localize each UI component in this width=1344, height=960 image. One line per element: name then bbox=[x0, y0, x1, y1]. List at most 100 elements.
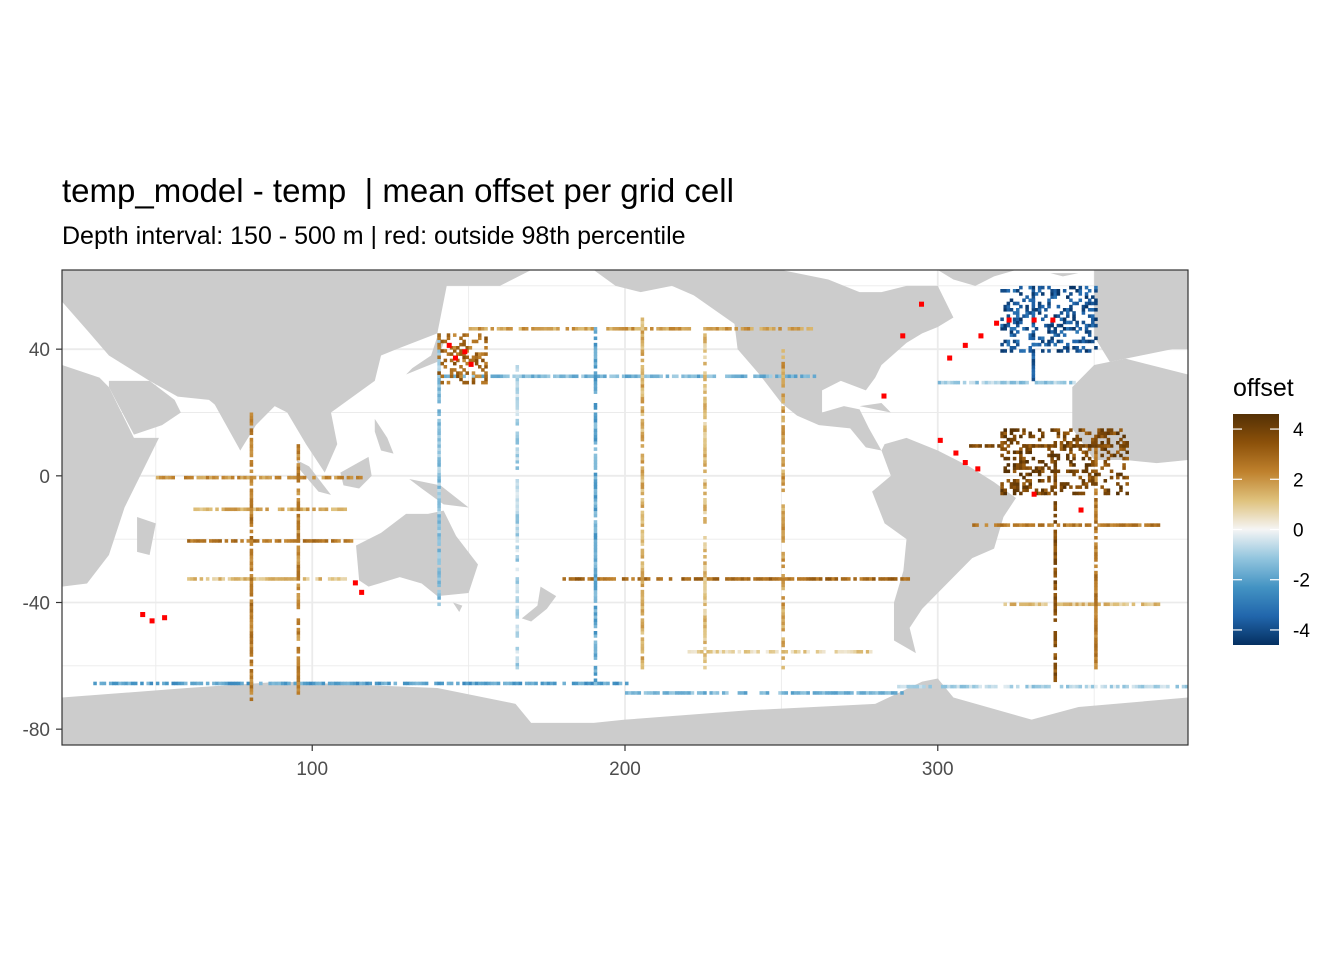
offset-cell bbox=[140, 681, 144, 686]
offset-cell bbox=[1053, 548, 1058, 553]
offset-cell bbox=[725, 327, 729, 331]
offset-cell bbox=[1000, 523, 1004, 527]
offset-cell bbox=[787, 327, 792, 331]
offset-cell bbox=[1116, 602, 1120, 607]
offset-cell bbox=[625, 681, 629, 686]
offset-cell bbox=[1094, 583, 1098, 588]
offset-cell bbox=[781, 460, 785, 464]
offset-cell bbox=[1069, 450, 1073, 455]
offset-cell bbox=[887, 577, 892, 581]
offset-cell bbox=[625, 327, 629, 331]
offset-cell bbox=[665, 374, 670, 379]
offset-cell bbox=[337, 539, 341, 543]
offset-cell bbox=[1000, 289, 1004, 293]
offset-cell bbox=[1066, 320, 1070, 325]
offset-cell bbox=[856, 650, 860, 654]
y-tick-label: 40 bbox=[29, 340, 50, 361]
offset-cell bbox=[1009, 437, 1014, 442]
offset-cell bbox=[381, 681, 385, 686]
offset-cell bbox=[562, 681, 566, 686]
offset-cell bbox=[962, 684, 967, 689]
offset-cell bbox=[1022, 488, 1026, 493]
offset-cell bbox=[878, 577, 882, 581]
offset-cell bbox=[1009, 330, 1014, 334]
offset-cell bbox=[1078, 339, 1083, 344]
offset-cell bbox=[515, 532, 520, 537]
offset-cell bbox=[1040, 479, 1045, 483]
offset-cell bbox=[556, 327, 560, 331]
offset-cell bbox=[712, 650, 717, 654]
offset-cell bbox=[1015, 450, 1020, 455]
offset-cell bbox=[249, 542, 254, 546]
offset-cell bbox=[437, 361, 441, 366]
offset-cell bbox=[330, 681, 335, 686]
offset-cell bbox=[1062, 346, 1067, 350]
offset-cell bbox=[593, 510, 598, 515]
offset-cell bbox=[443, 358, 448, 363]
offset-cell bbox=[515, 441, 520, 445]
offset-cell bbox=[1094, 643, 1098, 648]
offset-cell bbox=[671, 374, 676, 379]
offset-cell bbox=[515, 365, 520, 369]
offset-cell bbox=[740, 691, 745, 695]
offset-cell bbox=[477, 681, 482, 686]
offset-cell bbox=[1025, 523, 1029, 527]
offset-cell bbox=[718, 327, 723, 331]
offset-cell bbox=[1094, 456, 1098, 461]
offset-cell bbox=[481, 352, 485, 356]
offset-cell bbox=[1087, 456, 1092, 461]
offset-cell bbox=[1019, 285, 1023, 290]
offset-cell bbox=[212, 475, 216, 480]
offset-cell bbox=[640, 510, 645, 515]
offset-cell bbox=[640, 593, 645, 597]
offset-cell bbox=[296, 675, 301, 679]
offset-cell bbox=[249, 450, 254, 455]
offset-cell bbox=[1106, 428, 1111, 432]
offset-cell bbox=[1069, 428, 1073, 432]
offset-cell bbox=[515, 656, 520, 660]
offset-cell bbox=[703, 580, 707, 584]
offset-cell bbox=[703, 336, 707, 341]
offset-cell bbox=[1053, 529, 1058, 534]
offset-cell bbox=[625, 374, 629, 379]
offset-cell bbox=[299, 681, 304, 686]
offset-cell bbox=[553, 327, 557, 331]
offset-cell bbox=[1006, 444, 1011, 448]
offset-cell bbox=[712, 374, 717, 379]
offset-cell bbox=[1094, 602, 1098, 607]
offset-cell bbox=[593, 532, 598, 537]
offset-cell bbox=[246, 539, 251, 543]
offset-cell bbox=[703, 586, 707, 591]
offset-cell bbox=[640, 365, 645, 369]
offset-cell bbox=[840, 577, 845, 581]
offset-cell bbox=[437, 333, 441, 337]
offset-cell bbox=[1012, 602, 1017, 607]
offset-cell bbox=[634, 691, 638, 695]
offset-cell bbox=[1009, 431, 1014, 436]
offset-cell bbox=[781, 396, 785, 401]
offset-cell bbox=[437, 555, 441, 559]
offset-cell bbox=[515, 396, 520, 401]
offset-cell bbox=[1037, 460, 1042, 464]
offset-cell bbox=[183, 681, 188, 686]
offset-cell bbox=[1053, 460, 1058, 464]
offset-cell bbox=[515, 507, 520, 512]
offset-cell bbox=[1084, 431, 1089, 436]
offset-cell bbox=[678, 327, 682, 331]
offset-cell bbox=[781, 415, 785, 420]
offset-cell bbox=[437, 472, 441, 477]
offset-cell bbox=[772, 577, 776, 581]
offset-cell bbox=[440, 380, 444, 385]
offset-cell bbox=[343, 577, 348, 581]
offset-cell bbox=[1106, 450, 1111, 455]
offset-cell bbox=[293, 577, 297, 581]
offset-cell bbox=[437, 491, 441, 496]
offset-cell bbox=[640, 482, 645, 486]
outlier-cell bbox=[881, 393, 887, 399]
offset-cell bbox=[765, 577, 770, 581]
offset-cell bbox=[656, 327, 660, 331]
offset-cell bbox=[1037, 301, 1042, 306]
offset-cell bbox=[703, 479, 707, 483]
offset-cell bbox=[249, 627, 254, 632]
offset-cell bbox=[640, 472, 645, 477]
